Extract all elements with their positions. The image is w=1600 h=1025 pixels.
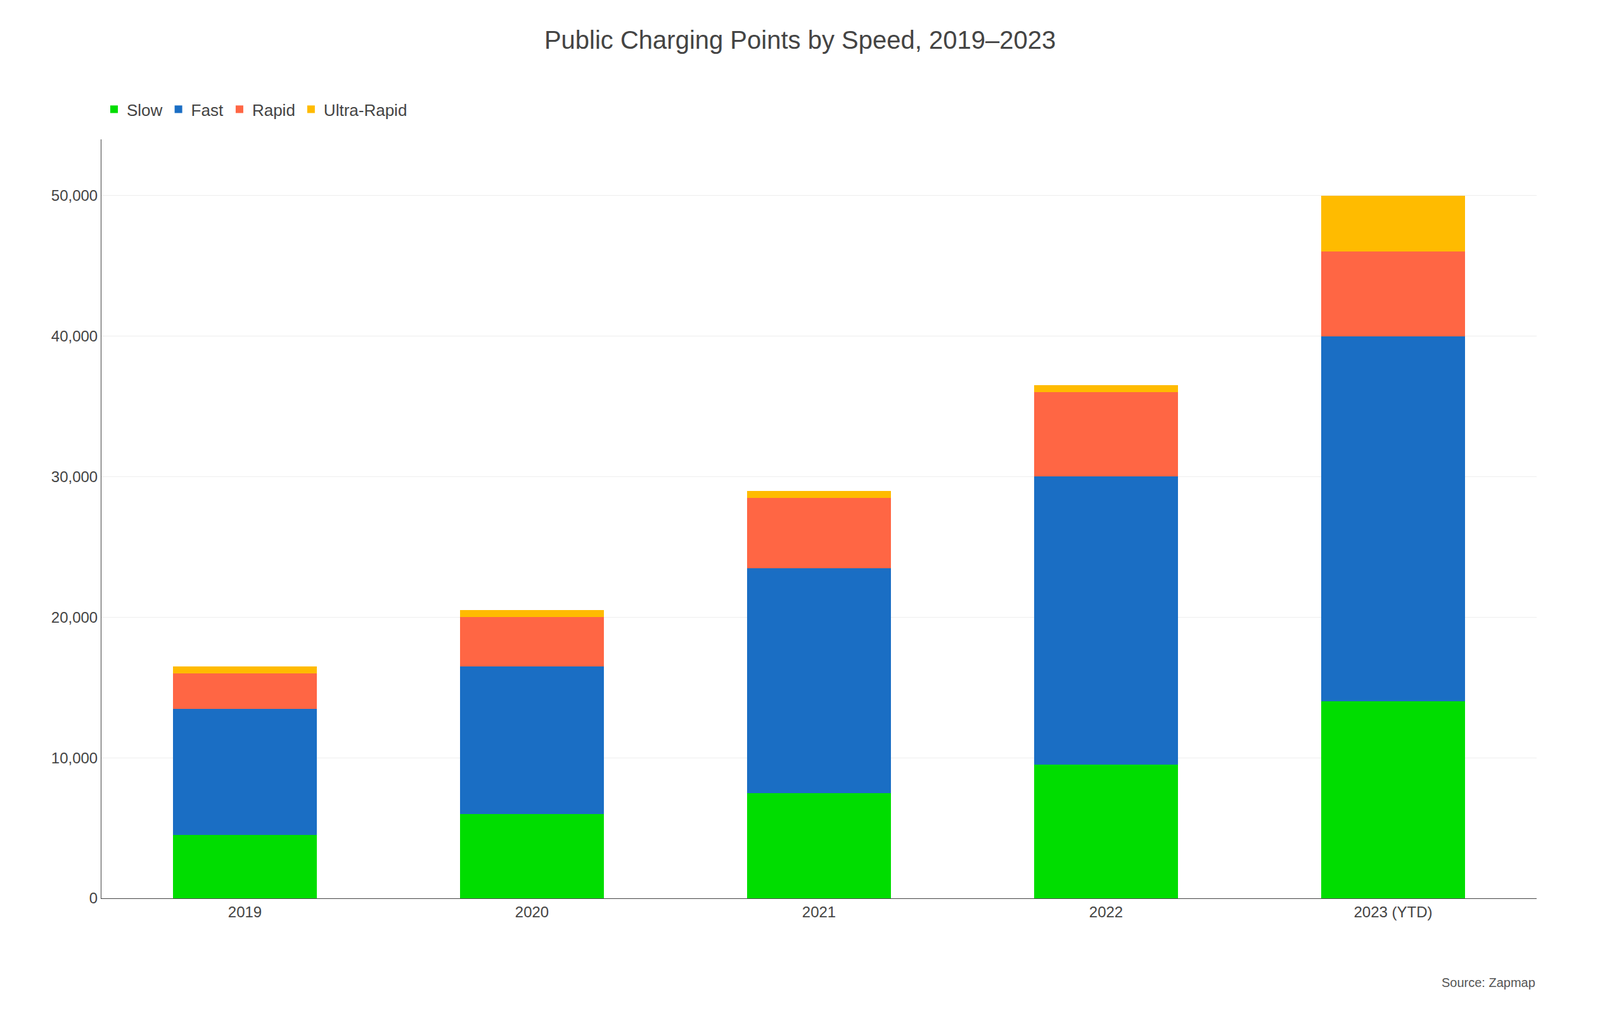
svg-text:Ultra-Rapid: Ultra-Rapid [323, 100, 408, 120]
svg-text:2021: 2021 [802, 903, 836, 921]
svg-text:Slow: Slow [126, 100, 163, 120]
svg-text:50,000: 50,000 [51, 186, 98, 205]
svg-text:2023 (YTD): 2023 (YTD) [1353, 903, 1433, 921]
svg-text:Source: Zapmap: Source: Zapmap [1441, 975, 1536, 990]
svg-text:Rapid: Rapid [252, 100, 296, 120]
svg-text:2022: 2022 [1089, 903, 1123, 921]
svg-text:40,000: 40,000 [51, 327, 98, 345]
svg-text:Public Charging Points by Spee: Public Charging Points by Speed, 2019–20… [544, 25, 1056, 54]
svg-text:2019: 2019 [228, 903, 262, 921]
svg-text:0: 0 [89, 889, 98, 907]
svg-text:30,000: 30,000 [51, 468, 98, 486]
svg-text:2020: 2020 [515, 903, 549, 921]
svg-text:10,000: 10,000 [51, 749, 98, 767]
svg-text:Fast: Fast [191, 100, 224, 120]
svg-text:20,000: 20,000 [51, 608, 98, 627]
